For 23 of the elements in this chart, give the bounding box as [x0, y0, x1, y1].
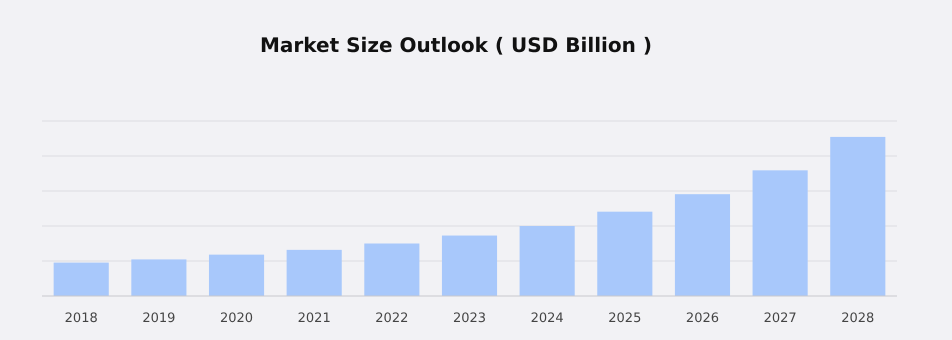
- x-tick-label: 2019: [142, 311, 176, 326]
- x-tick-label: 2027: [764, 311, 797, 326]
- bar: [752, 170, 808, 296]
- x-tick-label: 2020: [220, 311, 254, 326]
- bar: [520, 226, 575, 296]
- bar: [286, 250, 342, 296]
- bar: [830, 136, 886, 296]
- bar: [208, 254, 264, 296]
- x-tick-label: 2025: [608, 311, 642, 326]
- x-tick-label: 2023: [452, 311, 486, 326]
- x-tick-label: 2018: [64, 311, 98, 326]
- x-tick-label: 2022: [375, 311, 408, 326]
- x-tick-label: 2026: [686, 311, 720, 326]
- x-tick-label: 2021: [298, 311, 331, 326]
- bar: [442, 236, 498, 296]
- chart-title: Market Size Outlook ( USD Billion ): [260, 33, 652, 57]
- bar: [597, 212, 652, 296]
- bar: [674, 194, 730, 296]
- x-tick-label: 2028: [841, 311, 874, 326]
- bar: [364, 244, 420, 296]
- bar: [54, 262, 109, 296]
- x-tick-label: 2024: [530, 311, 564, 326]
- bar: [131, 259, 186, 296]
